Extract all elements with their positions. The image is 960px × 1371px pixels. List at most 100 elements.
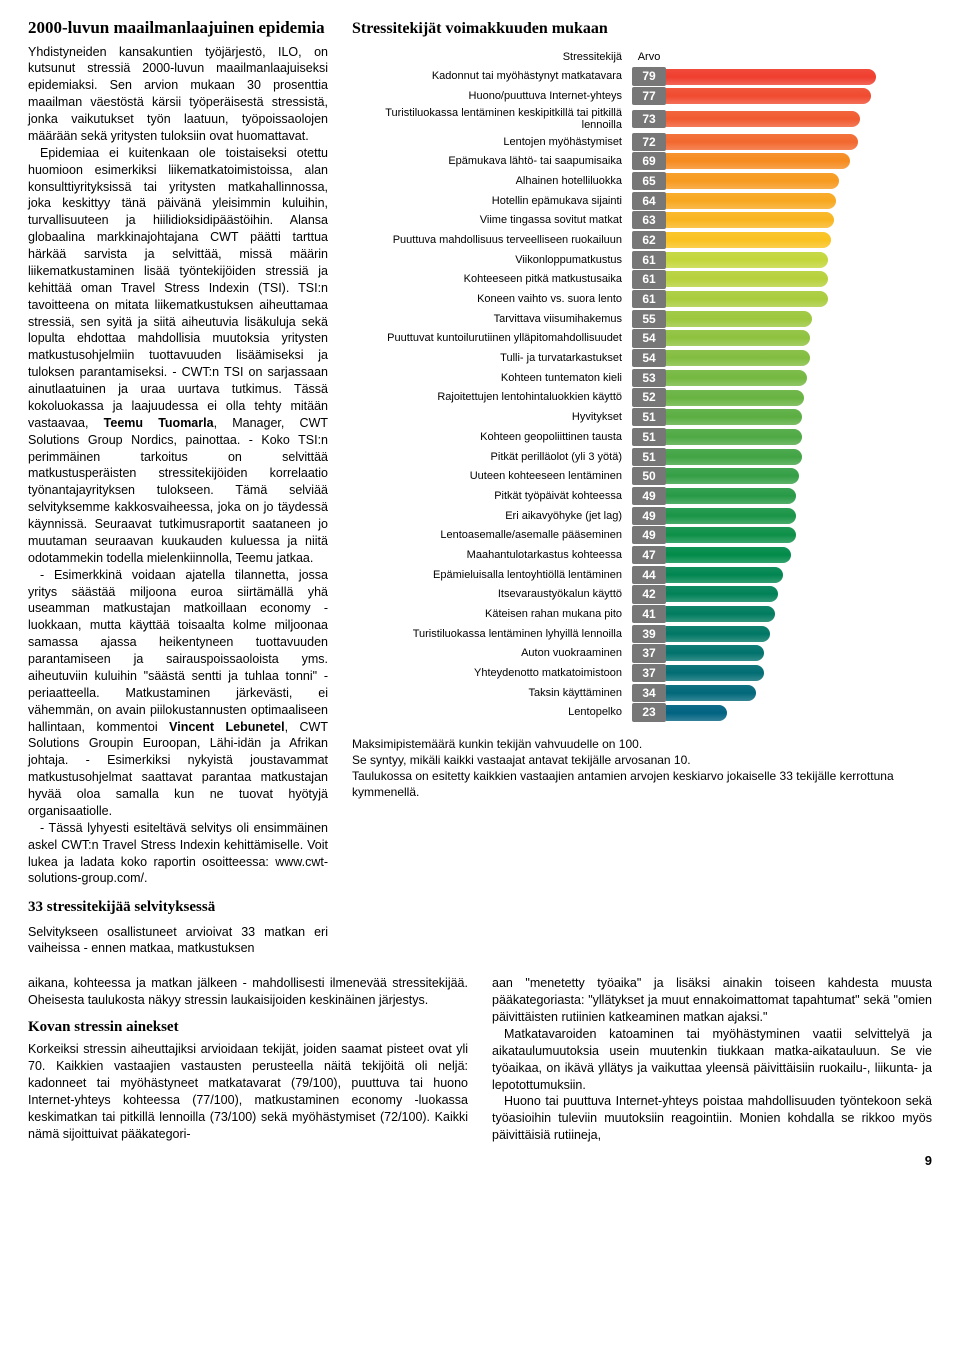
- chart-bar: [666, 173, 839, 189]
- chart-row: Turistiluokassa lentäminen lyhyillä lenn…: [352, 625, 932, 643]
- chart-bar: [666, 350, 810, 366]
- chart-row-label: Eri aikavyöhyke (jet lag): [352, 510, 632, 522]
- chart-row-value: 51: [632, 408, 666, 426]
- chart-bar-area: [666, 88, 932, 104]
- chart-bar-area: [666, 232, 932, 248]
- chart-row-label: Kadonnut tai myöhästynyt matkatavara: [352, 70, 632, 82]
- bottom-col-1: aikana, kohteessa ja matkan jälkeen - ma…: [28, 975, 468, 1144]
- chart-row-label: Alhainen hotelliluokka: [352, 175, 632, 187]
- chart-bar-area: [666, 69, 932, 85]
- chart-row-label: Epämukava lähtö- tai saapumisaika: [352, 155, 632, 167]
- chart-row-label: Käteisen rahan mukana pito: [352, 608, 632, 620]
- chart-row-label: Hyvitykset: [352, 411, 632, 423]
- chart-row-value: 51: [632, 428, 666, 446]
- chart-bar-area: [666, 390, 932, 406]
- chart-header-label: Stressitekijä: [352, 50, 632, 65]
- chart-bar-area: [666, 370, 932, 386]
- chart-row: Uuteen kohteeseen lentäminen50: [352, 467, 932, 485]
- chart-bar-area: [666, 508, 932, 524]
- chart-bar-area: [666, 134, 932, 150]
- chart-row-label: Lentopelko: [352, 706, 632, 718]
- chart-bar: [666, 134, 858, 150]
- chart-row-value: 34: [632, 684, 666, 702]
- chart-row-value: 65: [632, 172, 666, 190]
- chart-row-value: 37: [632, 664, 666, 682]
- chart-rows: Kadonnut tai myöhästynyt matkatavara79Hu…: [352, 67, 932, 721]
- chart-row-label: Viime tingassa sovitut matkat: [352, 214, 632, 226]
- chart-bar-area: [666, 350, 932, 366]
- chart-row: Epämieluisalla lentoyhtiöllä lentäminen4…: [352, 566, 932, 584]
- chart-bar: [666, 645, 764, 661]
- chart-row-value: 79: [632, 67, 666, 85]
- chart-row: Epämukava lähtö- tai saapumisaika69: [352, 152, 932, 170]
- chart-row-value: 49: [632, 526, 666, 544]
- chart-row-label: Hotellin epämukava sijainti: [352, 195, 632, 207]
- chart-row-value: 69: [632, 152, 666, 170]
- chart-row-label: Rajoitettujen lentohintaluokkien käyttö: [352, 391, 632, 403]
- chart-bar: [666, 567, 783, 583]
- chart-row: Viikonloppumatkustus61: [352, 251, 932, 269]
- chart-bar-area: [666, 291, 932, 307]
- chart-row-value: 77: [632, 87, 666, 105]
- page-root: 2000-luvun maailmanlaajuinen epidemia Yh…: [28, 18, 932, 1170]
- chart-row-label: Kohteen geopoliittinen tausta: [352, 431, 632, 443]
- chart-row: Alhainen hotelliluokka65: [352, 172, 932, 190]
- chart-row-label: Koneen vaihto vs. suora lento: [352, 293, 632, 305]
- chart-row: Tarvittava viisumihakemus55: [352, 310, 932, 328]
- chart-row-label: Turistiluokassa lentäminen lyhyillä lenn…: [352, 628, 632, 640]
- chart-row: Hotellin epämukava sijainti64: [352, 192, 932, 210]
- chart-row: Kohteeseen pitkä matkustusaika61: [352, 270, 932, 288]
- chart-row: Itsevaraustyökalun käyttö42: [352, 585, 932, 603]
- chart-row: Taksin käyttäminen34: [352, 684, 932, 702]
- chart-row-label: Puuttuvat kuntoilurutiinen ylläpitomahdo…: [352, 332, 632, 344]
- chart-row-label: Tulli- ja turvatarkastukset: [352, 352, 632, 364]
- chart-bar-area: [666, 626, 932, 642]
- chart-bar: [666, 370, 807, 386]
- chart-bar: [666, 547, 791, 563]
- chart-row-label: Huono/puuttuva Internet-yhteys: [352, 90, 632, 102]
- chart-row-label: Taksin käyttäminen: [352, 687, 632, 699]
- chart-bar-area: [666, 606, 932, 622]
- chart-row-label: Uuteen kohteeseen lentäminen: [352, 470, 632, 482]
- chart-row: Hyvitykset51: [352, 408, 932, 426]
- chart-row: Turistiluokassa lentäminen keskipitkillä…: [352, 107, 932, 131]
- chart-row-label: Tarvittava viisumihakemus: [352, 313, 632, 325]
- chart-row-label: Pitkät perilläolot (yli 3 yötä): [352, 451, 632, 463]
- chart-row-value: 51: [632, 448, 666, 466]
- chart-row-value: 47: [632, 546, 666, 564]
- chart-bar-area: [666, 429, 932, 445]
- chart-row-label: Auton vuokraaminen: [352, 647, 632, 659]
- chart-row-label: Kohteeseen pitkä matkustusaika: [352, 273, 632, 285]
- chart-row-label: Lentojen myöhästymiset: [352, 136, 632, 148]
- para-4: - Esimerkkinä voidaan ajatella tilannett…: [28, 567, 328, 820]
- chart-bar-area: [666, 409, 932, 425]
- chart-row-value: 50: [632, 467, 666, 485]
- chart-row: Lentoasemalle/asemalle pääseminen49: [352, 526, 932, 544]
- chart-bar: [666, 705, 727, 721]
- chart-bar-area: [666, 193, 932, 209]
- chart-bar: [666, 271, 828, 287]
- chart-row-label: Yhteydenotto matkatoimistoon: [352, 667, 632, 679]
- chart-row-value: 61: [632, 270, 666, 288]
- bottom-columns: aikana, kohteessa ja matkan jälkeen - ma…: [28, 975, 932, 1144]
- chart-bar: [666, 311, 812, 327]
- chart-bar: [666, 252, 828, 268]
- article-title: 2000-luvun maailmanlaajuinen epidemia: [28, 18, 328, 38]
- chart-bar: [666, 111, 860, 127]
- chart-bar-area: [666, 527, 932, 543]
- bottom-p2: aan "menetetty työaika" ja lisäksi ainak…: [492, 975, 932, 1026]
- chart-row: Tulli- ja turvatarkastukset54: [352, 349, 932, 367]
- chart-row-value: 72: [632, 133, 666, 151]
- chart-bar-area: [666, 311, 932, 327]
- chart-header: Stressitekijä Arvo: [352, 50, 932, 65]
- chart-row-label: Itsevaraustyökalun käyttö: [352, 588, 632, 600]
- chart-bar: [666, 626, 770, 642]
- chart-row: Auton vuokraaminen37: [352, 644, 932, 662]
- chart-row: Lentopelko23: [352, 703, 932, 721]
- chart-bar: [666, 291, 828, 307]
- chart-row-label: Lentoasemalle/asemalle pääseminen: [352, 529, 632, 541]
- chart-row-value: 53: [632, 369, 666, 387]
- chart-row: Kohteen tuntematon kieli53: [352, 369, 932, 387]
- chart-bar: [666, 468, 799, 484]
- chart-bar: [666, 429, 802, 445]
